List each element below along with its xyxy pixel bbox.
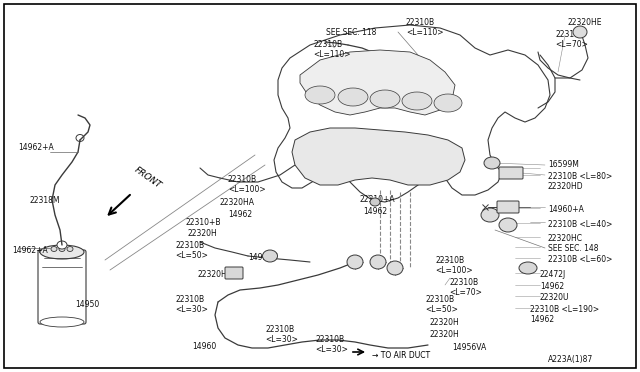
FancyBboxPatch shape	[497, 201, 519, 213]
Text: 14956V: 14956V	[248, 253, 278, 262]
Text: <L=100>: <L=100>	[228, 185, 266, 194]
Text: <L=30>: <L=30>	[175, 305, 208, 314]
Ellipse shape	[370, 90, 400, 108]
Text: 22318M: 22318M	[30, 196, 61, 205]
Ellipse shape	[51, 247, 57, 251]
Ellipse shape	[338, 88, 368, 106]
Text: 22310B: 22310B	[555, 30, 584, 39]
Text: 14962+A: 14962+A	[12, 246, 48, 255]
Ellipse shape	[40, 245, 84, 259]
Ellipse shape	[573, 26, 587, 38]
Text: 16599M: 16599M	[548, 160, 579, 169]
Text: 22310B: 22310B	[175, 241, 204, 250]
Text: 22310B: 22310B	[406, 18, 435, 27]
FancyBboxPatch shape	[38, 250, 86, 324]
Polygon shape	[274, 25, 550, 202]
Ellipse shape	[481, 208, 499, 222]
Text: 14962: 14962	[540, 282, 564, 291]
Ellipse shape	[484, 157, 500, 169]
Text: 22320H: 22320H	[187, 229, 217, 238]
Text: 22320HD: 22320HD	[548, 182, 584, 191]
Text: 22310B: 22310B	[175, 295, 204, 304]
Text: <L=100>: <L=100>	[435, 266, 472, 275]
Text: 22320HA: 22320HA	[220, 198, 255, 207]
FancyBboxPatch shape	[225, 267, 243, 279]
Text: <L=30>: <L=30>	[265, 335, 298, 344]
Text: 22320U: 22320U	[540, 293, 570, 302]
Text: <L=50>: <L=50>	[425, 305, 458, 314]
Text: 22310B: 22310B	[425, 295, 454, 304]
Ellipse shape	[305, 86, 335, 104]
Ellipse shape	[40, 317, 84, 327]
Text: 22320HE: 22320HE	[568, 18, 602, 27]
Ellipse shape	[67, 247, 73, 251]
Ellipse shape	[347, 255, 363, 269]
Text: 22320H: 22320H	[430, 318, 460, 327]
Ellipse shape	[499, 218, 517, 232]
Ellipse shape	[57, 241, 67, 249]
Text: 22310B <L=80>: 22310B <L=80>	[548, 172, 612, 181]
Text: 14956VA: 14956VA	[452, 343, 486, 352]
Ellipse shape	[370, 198, 380, 206]
Polygon shape	[300, 50, 455, 115]
Ellipse shape	[59, 247, 65, 251]
Text: 22320H: 22320H	[430, 330, 460, 339]
Text: <L=70>: <L=70>	[555, 40, 588, 49]
Text: 22310B: 22310B	[265, 325, 294, 334]
Text: 14960: 14960	[192, 342, 216, 351]
Text: SEE SEC. 148: SEE SEC. 148	[548, 244, 598, 253]
Text: 22310B: 22310B	[228, 175, 257, 184]
Text: 22320H: 22320H	[197, 270, 227, 279]
Text: <L=70>: <L=70>	[449, 288, 482, 297]
Ellipse shape	[76, 135, 84, 141]
Text: 14962+A: 14962+A	[18, 143, 54, 152]
Ellipse shape	[262, 250, 278, 262]
Text: 22472J: 22472J	[540, 270, 566, 279]
Text: 22310B <L=60>: 22310B <L=60>	[548, 255, 612, 264]
Text: <L=30>: <L=30>	[315, 345, 348, 354]
Text: 14962: 14962	[228, 210, 252, 219]
Polygon shape	[292, 128, 465, 185]
FancyBboxPatch shape	[499, 167, 523, 179]
Ellipse shape	[402, 92, 432, 110]
Text: 14950: 14950	[75, 300, 99, 309]
Text: FRONT: FRONT	[133, 165, 163, 190]
Text: 22310B: 22310B	[435, 256, 464, 265]
Text: 22310+A: 22310+A	[360, 195, 396, 204]
Text: 14960+A: 14960+A	[548, 205, 584, 214]
Text: <L=110>: <L=110>	[406, 28, 444, 37]
Text: 22310B: 22310B	[315, 335, 344, 344]
Ellipse shape	[434, 94, 462, 112]
Text: 22320HC: 22320HC	[548, 234, 583, 243]
Text: 14962: 14962	[363, 207, 387, 216]
Text: 22310B <L=190>: 22310B <L=190>	[530, 305, 599, 314]
Text: → TO AIR DUCT: → TO AIR DUCT	[372, 351, 430, 360]
Ellipse shape	[370, 255, 386, 269]
Text: SEE SEC. 118: SEE SEC. 118	[326, 28, 376, 37]
Text: 14962: 14962	[530, 315, 554, 324]
Text: A223A(1)87: A223A(1)87	[548, 355, 593, 364]
Text: <L=110>: <L=110>	[313, 50, 351, 59]
Text: 22310+B: 22310+B	[185, 218, 221, 227]
Text: 22310B: 22310B	[449, 278, 478, 287]
Text: 22310B <L=40>: 22310B <L=40>	[548, 220, 612, 229]
Ellipse shape	[387, 261, 403, 275]
Ellipse shape	[519, 262, 537, 274]
Text: <L=50>: <L=50>	[175, 251, 208, 260]
Text: 22310B: 22310B	[313, 40, 342, 49]
